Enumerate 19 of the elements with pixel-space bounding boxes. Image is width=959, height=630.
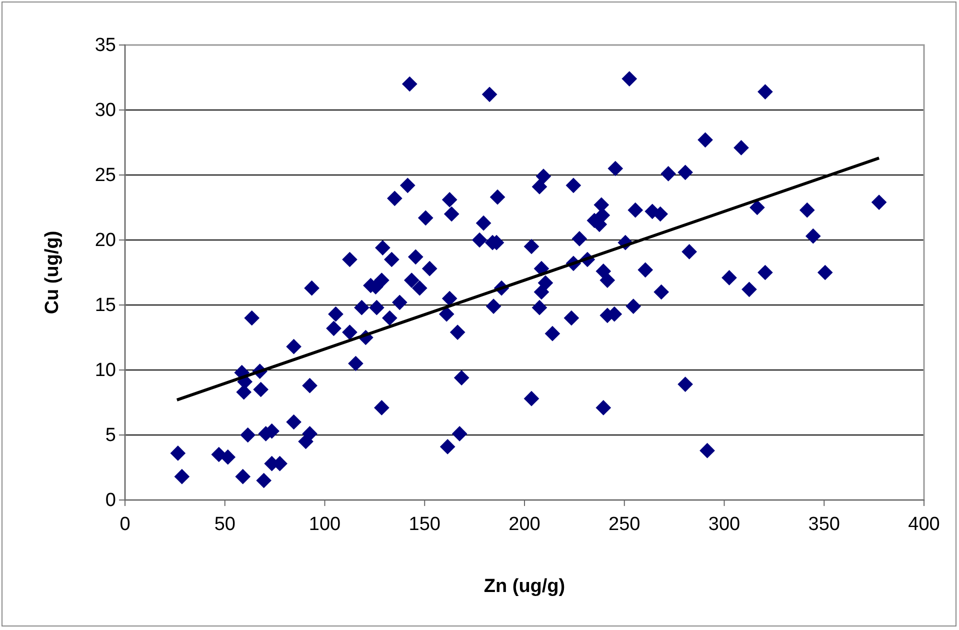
y-tick-label: 0 [105,490,116,512]
y-tick-label: 5 [105,425,116,446]
y-tick-label: 35 [94,35,116,56]
x-tick-label: 250 [608,514,640,535]
x-axis-title: Zn (ug/g) [484,576,566,597]
y-tick-label: 25 [94,165,116,186]
x-tick-label: 150 [408,514,440,535]
x-tick-label: 400 [908,514,940,535]
x-tick-label: 200 [508,514,540,535]
y-tick-label: 15 [94,295,116,316]
y-tick-label: 30 [94,100,116,122]
y-tick-label: 20 [94,230,116,252]
x-tick-label: 300 [708,514,740,535]
y-tick-label: 10 [94,360,116,382]
x-tick-label: 350 [808,514,840,535]
x-tick-label: 100 [308,514,341,535]
y-axis-title: Cu (ug/g) [42,230,63,314]
x-tick-label: 50 [214,514,236,535]
x-tick-label: 0 [120,514,130,535]
